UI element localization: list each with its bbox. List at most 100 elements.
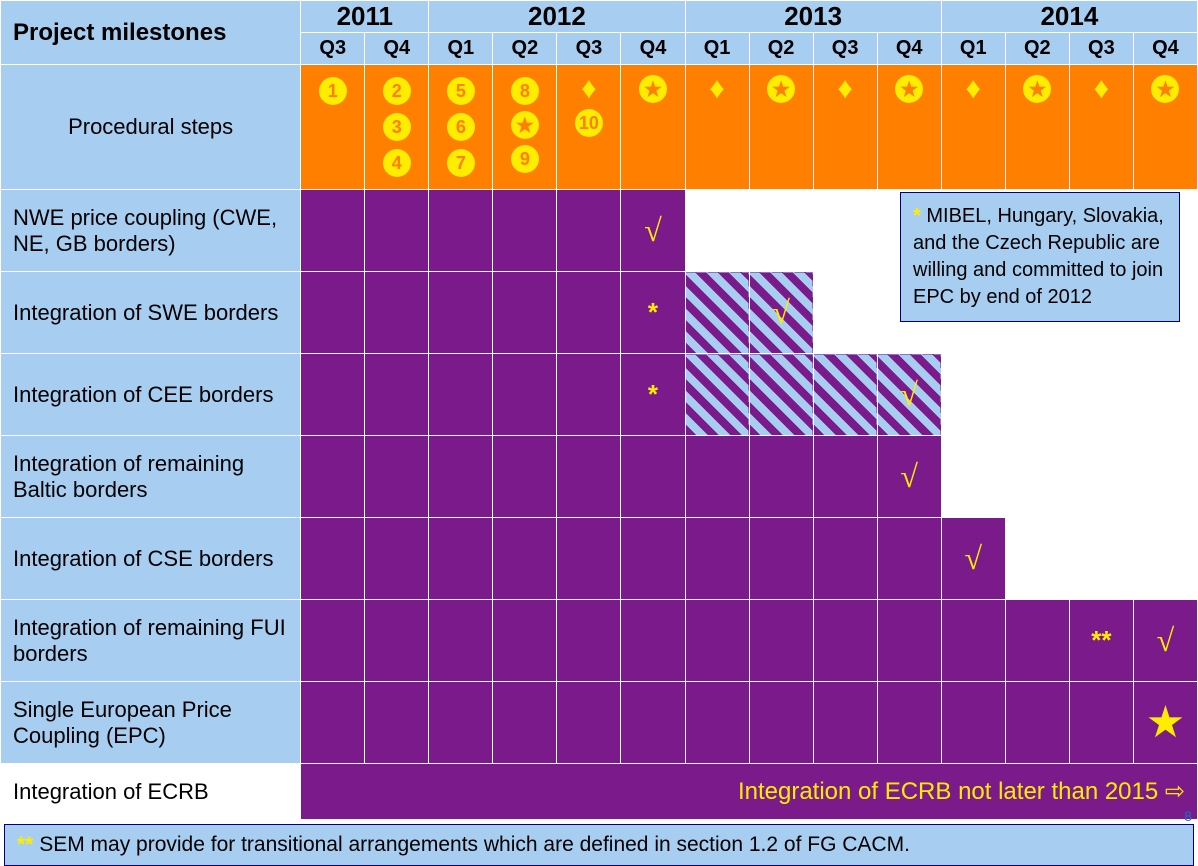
cell — [365, 436, 429, 518]
cell: * — [621, 272, 685, 354]
cell — [685, 272, 749, 354]
cell — [557, 682, 621, 764]
cell — [429, 682, 493, 764]
cell — [429, 272, 493, 354]
cell — [749, 354, 813, 436]
cell — [1133, 518, 1197, 600]
cell — [1069, 354, 1133, 436]
ecrb-label: Integration of ECRB — [1, 764, 301, 820]
cell — [557, 518, 621, 600]
proc-cell-13: ★ — [1133, 65, 1197, 190]
quarter-10: Q1 — [941, 33, 1005, 65]
cell — [365, 600, 429, 682]
cell — [941, 354, 1005, 436]
year-3: 2014 — [941, 1, 1197, 33]
diamond-icon: ♦ — [1094, 75, 1109, 103]
proc-cell-3: 8★9 — [493, 65, 557, 190]
quarter-5: Q4 — [621, 33, 685, 65]
proc-num-icon: 4 — [383, 149, 411, 177]
check-icon: √ — [772, 294, 790, 330]
header-title: Project milestones — [1, 1, 301, 65]
cell — [941, 682, 1005, 764]
asterisk-icon: * — [648, 379, 658, 409]
proc-cell-10: ♦ — [941, 65, 1005, 190]
proc-cell-12: ♦ — [1069, 65, 1133, 190]
cell — [685, 600, 749, 682]
cell — [493, 354, 557, 436]
proc-cell-9: ★ — [877, 65, 941, 190]
proc-num-icon: 7 — [447, 149, 475, 177]
cell: √ — [877, 354, 941, 436]
cell — [749, 190, 813, 272]
check-icon: √ — [900, 458, 918, 494]
cell — [877, 682, 941, 764]
quarter-1: Q4 — [365, 33, 429, 65]
year-0: 2011 — [301, 1, 429, 33]
cell — [813, 436, 877, 518]
proc-cell-0: 1 — [301, 65, 365, 190]
proc-cell-5: ★ — [621, 65, 685, 190]
proc-cell-8: ♦ — [813, 65, 877, 190]
asterisk-icon: * — [648, 297, 658, 327]
proc-num-icon: 10 — [575, 109, 603, 137]
milestones-chart: Project milestones 2011 2012 2013 2014 Q… — [0, 0, 1198, 860]
proc-num-icon: 3 — [383, 113, 411, 141]
cell — [557, 272, 621, 354]
year-1: 2012 — [429, 1, 685, 33]
cell — [301, 272, 365, 354]
cell — [877, 600, 941, 682]
cell — [365, 190, 429, 272]
cell — [365, 354, 429, 436]
milestones-table: Project milestones 2011 2012 2013 2014 Q… — [0, 0, 1198, 820]
ecrb-text: Integration of ECRB not later than 2015 … — [301, 764, 1198, 820]
cell — [749, 682, 813, 764]
proc-cell-1: 2 3 4 — [365, 65, 429, 190]
cell — [813, 190, 877, 272]
slide-number: 8 — [1184, 808, 1192, 824]
cell — [685, 436, 749, 518]
proc-num-icon: 8 — [511, 77, 539, 105]
cell: ** — [1069, 600, 1133, 682]
double-asterisk-icon: ** — [1091, 625, 1111, 655]
cell — [621, 518, 685, 600]
table-row: Single European Price Coupling (EPC)★ — [1, 682, 1198, 764]
cell: * — [621, 354, 685, 436]
quarter-4: Q3 — [557, 33, 621, 65]
cell — [365, 272, 429, 354]
row-label: Integration of SWE borders — [1, 272, 301, 354]
cell — [493, 518, 557, 600]
diamond-icon: ♦ — [837, 75, 852, 103]
procedural-label: Procedural steps — [1, 65, 301, 190]
check-icon: √ — [900, 376, 918, 412]
cell — [493, 436, 557, 518]
cell — [813, 600, 877, 682]
cell — [557, 190, 621, 272]
cell — [301, 190, 365, 272]
cell — [685, 682, 749, 764]
cell — [813, 518, 877, 600]
procedural-row: Procedural steps 12345678★9♦10★♦★♦★♦★♦★ — [1, 65, 1198, 190]
proc-num-icon: 2 — [383, 77, 411, 105]
ecrb-row: Integration of ECRBIntegration of ECRB n… — [1, 764, 1198, 820]
cell — [1133, 354, 1197, 436]
quarter-6: Q1 — [685, 33, 749, 65]
footnote-asterisk: ** — [17, 833, 33, 856]
quarter-2: Q1 — [429, 33, 493, 65]
check-icon: √ — [644, 212, 662, 248]
big-star-icon: ★ — [1146, 698, 1185, 747]
cell — [1005, 354, 1069, 436]
diamond-icon: ♦ — [966, 75, 981, 103]
quarter-9: Q4 — [877, 33, 941, 65]
cell — [749, 600, 813, 682]
cell: √ — [941, 518, 1005, 600]
cell — [941, 600, 1005, 682]
cell — [493, 600, 557, 682]
cell — [685, 190, 749, 272]
proc-num-icon: 1 — [319, 77, 347, 105]
cell — [429, 354, 493, 436]
quarter-11: Q2 — [1005, 33, 1069, 65]
star-icon: ★ — [767, 75, 795, 103]
table-row: Integration of CSE borders√ — [1, 518, 1198, 600]
cell — [365, 518, 429, 600]
row-label: Integration of remaining FUI borders — [1, 600, 301, 682]
